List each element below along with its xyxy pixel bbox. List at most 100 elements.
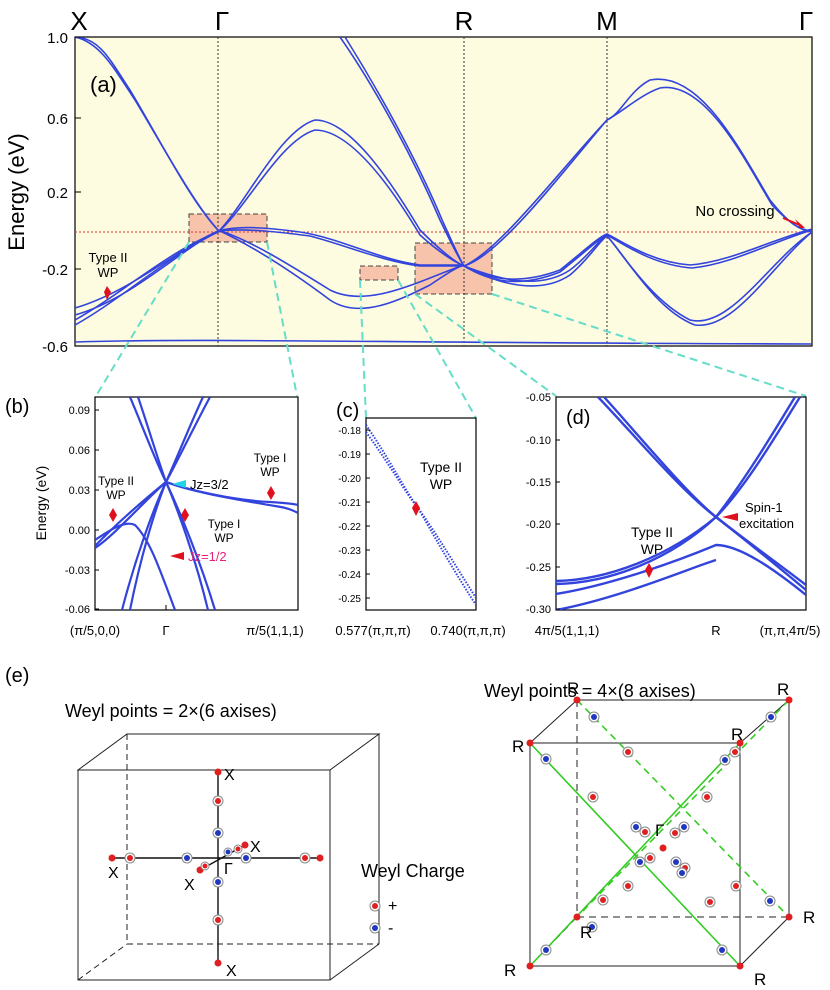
panel-a-yticks: [75, 36, 81, 347]
r-point: [526, 739, 534, 747]
right-diagonals: [529, 699, 790, 967]
b-ytick-2: 0.06: [69, 445, 90, 457]
band-8: [344, 37, 465, 267]
b-ytick-3: 0.03: [69, 485, 90, 497]
d-type2-l2: WP: [641, 541, 664, 557]
c-ytick-8: -0.25: [338, 594, 361, 605]
c-ytick-1: -0.18: [338, 426, 361, 437]
marker-type2-a: [104, 286, 111, 300]
zoom-connectors: [95, 241, 807, 419]
d-band-4: [556, 515, 806, 591]
x-point: [108, 854, 116, 862]
band-4: [75, 129, 465, 321]
weyl-plus: [642, 829, 648, 835]
right-weyl-points: [526, 696, 793, 970]
panel-c-bands: [366, 424, 476, 606]
weyl-plus: [202, 863, 208, 869]
weyl-minus: [767, 898, 773, 904]
weyl-minus: [543, 947, 549, 953]
x-point: [316, 854, 324, 862]
weyl-minus: [673, 859, 679, 865]
weyl-plus: [590, 794, 596, 800]
b-marker-jz32: [172, 480, 186, 488]
weyl-plus: [625, 749, 631, 755]
annot-no-crossing: No crossing: [695, 203, 774, 220]
legend-plus-dot: [372, 903, 378, 909]
b-panel-label: (b): [5, 396, 29, 418]
weyl-minus: [637, 859, 643, 865]
b-marker-type2: [109, 508, 117, 522]
weyl-plus: [302, 855, 308, 861]
zoom-box-gamma-r: [359, 265, 399, 281]
weyl-minus: [543, 756, 549, 762]
left-x-bottom: X: [226, 963, 237, 980]
panel-d: -0.05 -0.10 -0.15 -0.20 -0.25 -0.30 4π/5…: [526, 392, 821, 638]
weyl-plus: [704, 794, 710, 800]
d-ytick-1: -0.05: [526, 392, 551, 404]
b-type1-mid-l2: WP: [214, 531, 233, 545]
b-jz12: Jz=1/2: [188, 549, 227, 564]
d-band-5: [556, 543, 806, 596]
band-10: [463, 86, 812, 267]
b-type2-l1: Type II: [98, 474, 134, 488]
band-5: [75, 226, 464, 316]
weyl-minus: [719, 947, 725, 953]
b-marker-jz12: [170, 552, 184, 560]
weyl-minus: [215, 879, 221, 885]
weyl-minus: [681, 824, 687, 830]
d-xtick-3: (π,π,4π/5): [760, 623, 821, 638]
r-label-5: R: [504, 961, 516, 980]
band-3: [75, 119, 465, 326]
r-point: [526, 962, 534, 970]
weyl-plus: [733, 883, 739, 889]
b-xtick-2: Γ: [162, 623, 169, 638]
weyl-minus: [184, 855, 190, 861]
weyl-minus: [679, 870, 685, 876]
r-label-6: R: [580, 923, 592, 942]
b-ytick-6: -0.06: [65, 604, 90, 616]
panel-c: -0.18 -0.19 -0.20 -0.21 -0.22 -0.23 -0.2…: [335, 400, 505, 638]
c-annot-l1: Type II: [420, 459, 462, 475]
x-point: [214, 768, 222, 776]
panel-d-frame: [555, 396, 807, 611]
panel-d-ticks: [556, 396, 560, 610]
gamma-point: [659, 844, 667, 852]
d-xtick-1: 4π/5(1,1,1): [535, 623, 600, 638]
panel-b: 0.09 0.06 0.03 0.00 -0.03 -0.06 Energy (…: [5, 396, 304, 638]
weyl-minus: [591, 714, 597, 720]
left-gamma: Γ: [224, 861, 233, 878]
b-type1-top-l2: WP: [260, 465, 279, 479]
b-type1-top-l1: Type I: [254, 451, 287, 465]
b-ytick-1: 0.09: [69, 405, 90, 417]
left-x-right: X: [250, 839, 261, 856]
left-x-top: X: [224, 767, 235, 784]
left-x-front: X: [184, 877, 195, 894]
panel-c-ticks: [366, 429, 370, 599]
weyl-minus: [589, 924, 595, 930]
legend-title: Weyl Charge: [361, 861, 465, 881]
weyl-plus: [647, 855, 653, 861]
kpoint-m: M: [596, 6, 618, 36]
band-2: [75, 37, 465, 298]
weyl-plus: [215, 798, 221, 804]
band-6: [75, 229, 464, 309]
d-ytick-5: -0.25: [526, 562, 551, 574]
weyl-plus: [215, 917, 221, 923]
r-point: [785, 696, 793, 704]
weyl-minus: [722, 757, 728, 763]
d-panel-label: (d): [566, 407, 590, 429]
a-ytick-4: -0.2: [42, 262, 68, 279]
d-band-6: [556, 558, 717, 610]
c-xtick-1: 0.577(π,π,π): [335, 623, 410, 638]
c-band-1: [366, 424, 476, 606]
r-point: [736, 739, 744, 747]
b-marker-type1-top: [267, 486, 275, 500]
d-marker-spin1: [722, 513, 738, 521]
kpoint-gamma-2: Γ: [799, 6, 813, 36]
panel-e: (e) Weyl points = 2×(6 axises) Weyl poin…: [5, 665, 815, 989]
d-type2-l1: Type II: [631, 524, 673, 540]
d-ytick-3: -0.15: [526, 477, 551, 489]
panel-a: 1.0 0.6 0.2 -0.2 -0.6 Energy (eV) X Γ R …: [4, 6, 813, 356]
b-ylabel: Energy (eV): [33, 466, 49, 541]
